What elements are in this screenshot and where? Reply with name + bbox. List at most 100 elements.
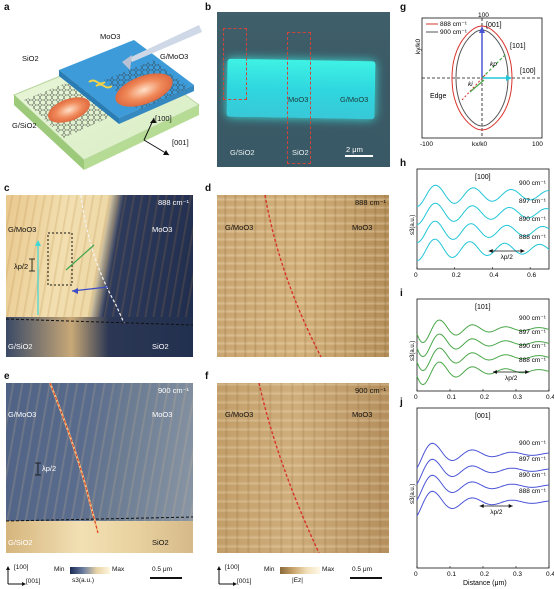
label-moo3: MoO3 — [100, 32, 121, 41]
x-tick-label: 0.1 — [447, 571, 456, 578]
ann-101: [101] — [510, 43, 526, 50]
arrow-100-head — [506, 75, 512, 81]
roi-box-right — [287, 32, 311, 164]
scale-bar-b — [345, 155, 373, 157]
edge-line — [461, 73, 487, 101]
label-c-freq: 888 cm⁻¹ — [158, 198, 190, 207]
series-label-0: 900 cm⁻¹ — [519, 440, 547, 447]
lambda-arrow-l — [488, 249, 493, 253]
optical-image — [217, 12, 390, 167]
profile-plot-001: [001] s3(a.u.) 0 0.1 0.2 0.3 0.4 Distance (μm) 9… — [410, 407, 554, 587]
arrow-ki — [469, 79, 485, 93]
ann-edge: Edge — [430, 93, 446, 100]
xlabel-g: kx/k0 — [472, 141, 488, 148]
label-f-dir001: [001] — [237, 578, 252, 585]
x-tick-label: 0.3 — [513, 571, 522, 578]
x-tick-label: 0.2 — [480, 394, 489, 401]
panel-label-j: j — [400, 397, 403, 408]
ylabel: s3(a.u.) — [410, 484, 416, 504]
colorbar-f — [280, 567, 320, 574]
series-label-3: 888 cm⁻¹ — [519, 234, 547, 241]
tick-x-max: 100 — [532, 141, 543, 148]
arrow-001-head — [479, 26, 485, 33]
lambda-label: λp/2 — [501, 254, 514, 261]
label-e-moo3: MoO3 — [152, 410, 173, 419]
axes-icon-f — [217, 566, 237, 586]
series-label-1: 897 cm⁻¹ — [519, 456, 547, 463]
label-e-dir001: [001] — [26, 578, 41, 585]
ifc-curve-900 — [455, 29, 509, 127]
label-d-g-moo3: G/MoO3 — [225, 223, 254, 232]
scale-f-label: 0.5 μm — [352, 566, 373, 573]
ann-ki: ki — [468, 81, 473, 88]
lambda-arrow-r — [525, 370, 530, 374]
ifc-curve-888 — [451, 25, 513, 131]
x-tick-label: 0.2 — [452, 272, 461, 279]
legend-900: 900 cm⁻¹ — [440, 29, 468, 36]
snom-image-900 — [6, 383, 193, 553]
panel-label-f: f — [205, 371, 209, 382]
label-e-lambda: λp/2 — [42, 464, 57, 473]
label-e-dir100: [100] — [14, 564, 29, 571]
profile-plot-101: [101] s3(a.u.) 0 0.1 0.2 0.3 0.4 900 cm⁻¹ 897 cm… — [410, 298, 554, 401]
profile-line-3 — [416, 490, 550, 517]
lambda-arrow-l — [479, 504, 484, 508]
profile-line-0 — [416, 319, 550, 344]
label-e-freq: 900 cm⁻¹ — [158, 386, 190, 395]
device-schematic — [13, 25, 202, 170]
x-tick-label: 0 — [414, 272, 418, 279]
colorbar-f-quantity: |Ez| — [292, 577, 303, 584]
boundary-d — [264, 194, 322, 358]
roi-box-left — [223, 28, 247, 100]
label-f-freq: 900 cm⁻¹ — [355, 386, 387, 395]
overlay-e — [5, 382, 194, 534]
profile-line-1 — [416, 333, 550, 358]
profile-line-3 — [416, 238, 550, 261]
colorbar-e-quantity: s3(a.u.) — [72, 577, 95, 584]
label-f-dir100: [100] — [225, 564, 240, 571]
label-d-freq: 888 cm⁻¹ — [355, 198, 387, 207]
ann-001: [001] — [486, 22, 502, 29]
scale-e-label: 0.5 μm — [152, 566, 173, 573]
ylabel-g: ky/k0 — [415, 38, 422, 54]
tick-x-min: -100 — [420, 141, 433, 148]
series-label-2: 890 cm⁻¹ — [519, 216, 547, 223]
label-c-g-sio2: G/SiO2 — [8, 342, 33, 351]
x-tick-label: 0.6 — [527, 272, 536, 279]
x-tick-label: 0.4 — [489, 272, 498, 279]
x-tick-label: 0.4 — [546, 394, 554, 401]
label-b-sio2: SiO2 — [292, 148, 309, 157]
label-f-g-moo3: G/MoO3 — [225, 410, 254, 419]
profile-line-0 — [416, 442, 550, 469]
x-tick-label: 0 — [414, 394, 418, 401]
profile-line-1 — [416, 458, 550, 485]
snom-image-888 — [6, 195, 193, 357]
simulation-900 — [217, 383, 389, 553]
ann-100: [100] — [520, 68, 536, 75]
x-tick-label: 0.3 — [513, 394, 522, 401]
x-tick-label: 0.4 — [546, 571, 554, 578]
series-label-2: 890 cm⁻¹ — [519, 472, 547, 479]
profile-line-2 — [416, 474, 550, 501]
panel-label-g: g — [400, 2, 407, 13]
label-dir-100: [100] — [155, 114, 172, 123]
label-e-sio2: SiO2 — [152, 538, 169, 547]
profile-plot-100: [100] s3(a.u.) 0 0.2 0.4 0.6 900 cm⁻¹ 897 cm⁻¹ 8… — [410, 168, 550, 279]
ylabel: s3(a.u.) — [410, 215, 416, 235]
label-c-sio2: SiO2 — [152, 342, 169, 351]
panel-label-d: d — [205, 183, 212, 194]
label-g-moo3: G/MoO3 — [160, 52, 189, 61]
ann-kp: kp — [490, 61, 497, 68]
profile-line-0 — [416, 184, 549, 207]
series-label-1: 897 cm⁻¹ — [519, 198, 547, 205]
colorbar-f-min: Min — [264, 566, 275, 573]
label-e-g-moo3: G/MoO3 — [8, 410, 37, 419]
scale-bar-f — [350, 577, 382, 579]
label-d-moo3: MoO3 — [352, 223, 373, 232]
axes-icon-e — [6, 566, 26, 586]
label-b-moo3: MoO3 — [288, 95, 309, 104]
colorbar-f-max: Max — [322, 566, 335, 573]
simulation-888 — [217, 195, 389, 357]
x-tick-label: 0.2 — [480, 571, 489, 578]
